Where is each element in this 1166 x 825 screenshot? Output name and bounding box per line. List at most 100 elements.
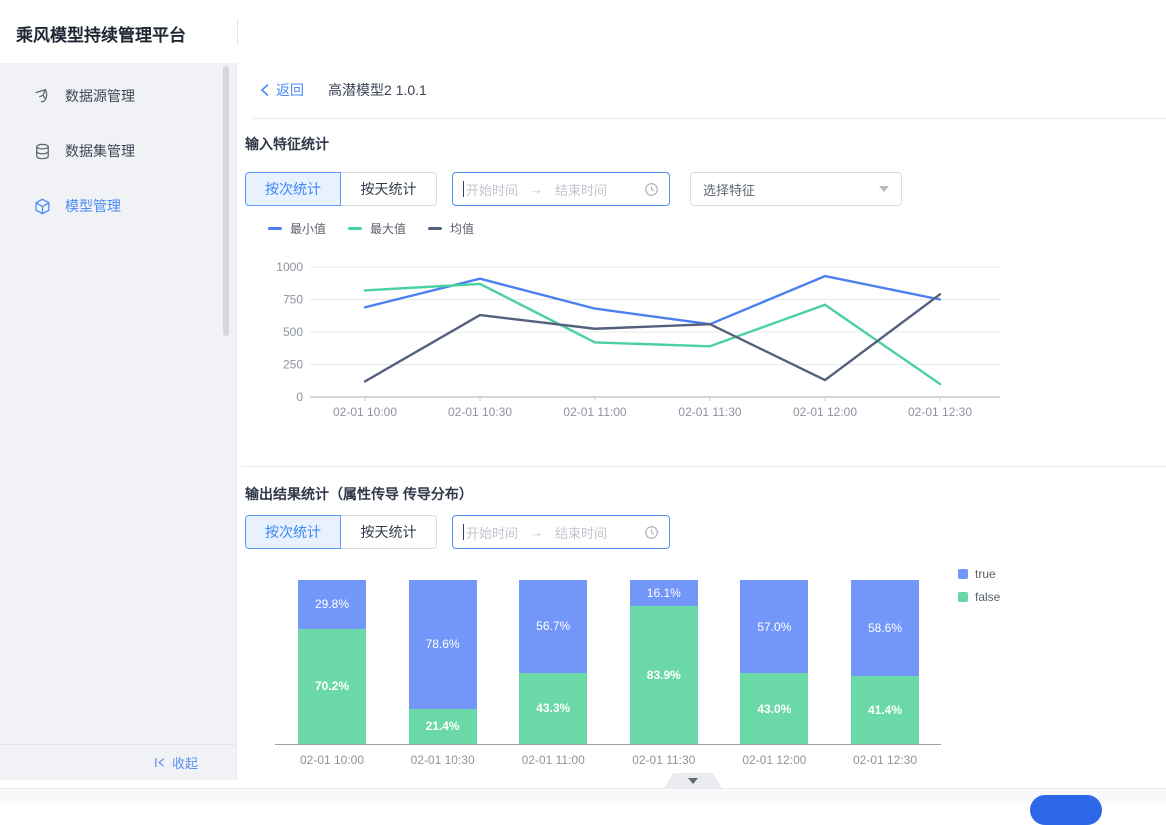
line-chart: 0 250 500 750 1000 02-01 10:00 02-01 10:30 02-0…	[255, 252, 1025, 432]
bar-x-label: 02-01 10:30	[410, 753, 475, 767]
bar-x-label: 02-01 11:30	[632, 753, 696, 767]
bar-value-label: 78.6%	[425, 637, 460, 652]
line-series-0	[363, 274, 942, 326]
bar-value-label: 16.1%	[646, 586, 681, 601]
page-title: 高潜模型2 1.0.1	[328, 82, 427, 98]
bar-value-label: 29.8%	[314, 597, 350, 612]
bar-value-label: 41.4%	[867, 703, 903, 718]
bar-chart-legend: true false	[958, 567, 1000, 604]
bar-value-label: 70.2%	[314, 679, 350, 694]
bar-0: 29.8% 70.2%	[298, 580, 366, 744]
bar-value-label: 56.7%	[536, 619, 571, 634]
legend-label: 最大值	[370, 222, 407, 236]
y-axis-tick-label: 500	[283, 325, 303, 339]
end-time-placeholder: 结束时间	[555, 182, 608, 198]
bar-segment-false: 41.4%	[851, 676, 919, 744]
chevron-down-icon	[879, 186, 889, 192]
tab-by-day[interactable]: 按天统计	[341, 515, 437, 549]
start-time-placeholder: 开始时间	[466, 182, 519, 198]
y-axis-tick-label: 0	[296, 390, 303, 404]
legend-item[interactable]: 最大值	[348, 220, 406, 237]
date-range-input-2[interactable]: 开始时间 → 结束时间	[452, 515, 670, 549]
model-icon	[34, 198, 51, 215]
header-divider	[237, 19, 238, 45]
bar-4: 57.0% 43.0%	[740, 580, 809, 744]
legend-item[interactable]: false	[958, 590, 1000, 604]
tab-by-day[interactable]: 按天统计	[341, 172, 437, 206]
line-series-2	[363, 293, 942, 383]
bar-value-label: 57.0%	[757, 619, 792, 634]
divider	[253, 118, 1166, 119]
line-chart-svg: 0 250 500 750 1000 02-01 10:00 02-01 10:30 02-0…	[276, 260, 1000, 419]
tab-by-count[interactable]: 按次统计	[245, 515, 341, 549]
dataset-icon	[34, 143, 51, 160]
app-title: 乘风模型持续管理平台	[16, 26, 186, 45]
sidebar-item-label: 数据源管理	[65, 88, 135, 104]
text-cursor	[463, 181, 464, 197]
stat-mode-tabs-1: 按次统计 按天统计	[245, 172, 437, 206]
start-time-placeholder: 开始时间	[466, 525, 519, 541]
x-axis-tick-label: 02-01 12:00	[793, 405, 857, 419]
stacked-bar-chart: true false 29.8% 70.2% 02-01 10:00 78.6% 21.4…	[255, 565, 1045, 775]
bottom-bar	[0, 788, 1166, 803]
legend-label: 均值	[450, 222, 475, 236]
divider	[241, 466, 1166, 467]
bar-segment-true: 78.6%	[408, 580, 477, 709]
feature-select-value: 选择特征	[703, 182, 756, 198]
legend-item[interactable]: 最小值	[268, 220, 326, 237]
tab-by-count[interactable]: 按次统计	[245, 172, 341, 206]
sidebar-item-data-source[interactable]: 数据源管理	[0, 76, 237, 116]
bar-segment-false: 70.2%	[298, 628, 366, 744]
bar-value-label: 43.3%	[536, 701, 571, 716]
sidebar-item-model[interactable]: 模型管理	[0, 186, 237, 226]
collapse-left-icon	[155, 758, 164, 767]
sidebar-scrollbar-thumb[interactable]	[223, 66, 229, 336]
text-cursor	[463, 524, 464, 540]
bottom-action-button[interactable]	[1030, 795, 1102, 825]
bar-5: 58.6% 41.4%	[851, 580, 919, 744]
bar-x-label: 02-01 12:00	[742, 753, 807, 767]
sidebar: 数据源管理 数据集管理 模型管理 收起	[0, 63, 237, 780]
bar-segment-false: 43.0%	[740, 673, 809, 744]
bar-segment-false: 83.9%	[629, 606, 698, 744]
section-title-output-results: 输出结果统计（属性传导 传导分布）	[245, 486, 473, 502]
x-axis-tick-label: 02-01 11:00	[563, 405, 626, 419]
bar-x-label: 02-01 11:00	[521, 753, 585, 767]
legend-swatch	[428, 227, 443, 230]
legend-swatch	[958, 569, 968, 579]
expand-panel-handle[interactable]	[664, 773, 722, 788]
bar-segment-false: 21.4%	[408, 708, 477, 744]
line-series-1	[363, 282, 942, 386]
y-axis-tick-label: 250	[283, 358, 303, 372]
legend-swatch	[268, 227, 282, 230]
legend-swatch	[958, 592, 968, 602]
x-axis-tick-label: 02-01 12:30	[908, 405, 972, 419]
bar-x-label: 02-01 10:00	[299, 753, 365, 767]
collapse-sidebar-button[interactable]: 收起	[153, 753, 198, 772]
stat-mode-tabs-2: 按次统计 按天统计	[245, 515, 437, 549]
bar-segment-true: 57.0%	[740, 580, 809, 674]
line-chart-legend: 最小值 最大值 均值	[268, 220, 474, 237]
back-button[interactable]: 返回	[259, 80, 304, 100]
date-range-input-1[interactable]: 开始时间 → 结束时间	[452, 172, 670, 206]
clock-icon	[644, 525, 659, 540]
legend-label: false	[975, 590, 1001, 604]
feature-select[interactable]: 选择特征	[690, 172, 902, 206]
bar-segment-true: 16.1%	[629, 580, 698, 607]
sidebar-item-label: 模型管理	[65, 198, 121, 214]
range-arrow: →	[530, 181, 544, 197]
bar-chart-axis	[275, 744, 941, 745]
bar-3: 16.1% 83.9%	[629, 580, 698, 744]
collapse-label: 收起	[171, 756, 198, 771]
legend-item[interactable]: true	[958, 567, 1000, 581]
data-source-icon	[34, 88, 51, 105]
bar-value-label: 21.4%	[425, 719, 460, 734]
bar-x-label: 02-01 12:30	[852, 753, 918, 767]
legend-item[interactable]: 均值	[428, 220, 474, 237]
bar-1: 78.6% 21.4%	[408, 580, 477, 744]
x-axis-tick-label: 02-01 10:30	[448, 405, 512, 419]
app-header: 乘风模型持续管理平台	[0, 0, 1166, 63]
bar-segment-true: 56.7%	[519, 580, 588, 673]
chevron-left-icon	[260, 83, 269, 97]
sidebar-item-dataset[interactable]: 数据集管理	[0, 131, 237, 171]
